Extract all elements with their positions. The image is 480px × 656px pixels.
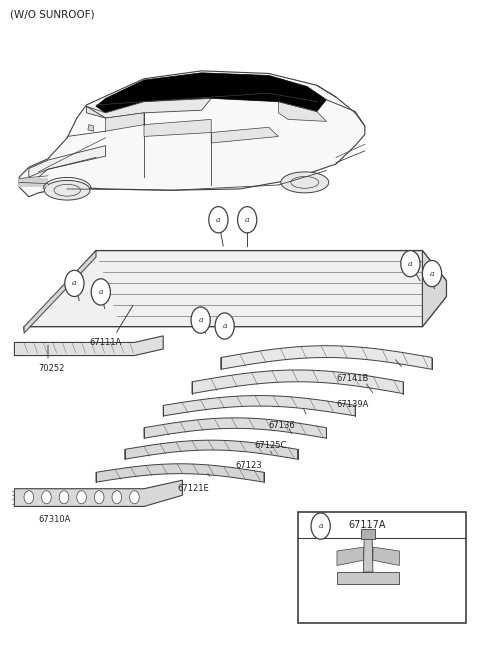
Polygon shape	[88, 125, 94, 131]
Text: 67125C: 67125C	[254, 441, 287, 450]
Polygon shape	[106, 113, 144, 131]
Polygon shape	[337, 547, 363, 565]
Circle shape	[422, 260, 442, 287]
Polygon shape	[144, 418, 326, 438]
Circle shape	[215, 313, 234, 339]
Text: a: a	[198, 316, 203, 324]
Polygon shape	[363, 534, 373, 572]
Text: a: a	[245, 216, 250, 224]
Text: 70252: 70252	[38, 364, 65, 373]
Text: a: a	[430, 270, 434, 277]
Polygon shape	[14, 336, 163, 356]
Polygon shape	[373, 547, 399, 565]
Text: a: a	[216, 216, 221, 224]
Ellipse shape	[45, 180, 90, 200]
Text: 67310A: 67310A	[38, 515, 71, 524]
Text: a: a	[72, 279, 77, 287]
Text: 67111A: 67111A	[89, 338, 122, 347]
Circle shape	[95, 491, 104, 504]
Polygon shape	[211, 127, 278, 143]
Text: 67141B: 67141B	[336, 374, 368, 383]
Polygon shape	[163, 396, 355, 416]
Polygon shape	[24, 251, 446, 330]
Circle shape	[77, 491, 86, 504]
Text: 67136: 67136	[269, 421, 296, 430]
Text: (W/O SUNROOF): (W/O SUNROOF)	[10, 10, 94, 20]
Circle shape	[238, 207, 257, 233]
Circle shape	[209, 207, 228, 233]
Polygon shape	[125, 440, 298, 459]
Polygon shape	[96, 464, 264, 482]
Text: 67121E: 67121E	[178, 484, 209, 493]
Text: a: a	[222, 322, 227, 330]
Text: a: a	[98, 288, 103, 296]
Circle shape	[65, 270, 84, 297]
Polygon shape	[29, 146, 106, 177]
Polygon shape	[144, 119, 211, 136]
Polygon shape	[278, 102, 326, 121]
Polygon shape	[422, 251, 446, 327]
Polygon shape	[192, 370, 403, 394]
Polygon shape	[24, 251, 96, 333]
Circle shape	[42, 491, 51, 504]
Circle shape	[401, 251, 420, 277]
Circle shape	[59, 491, 69, 504]
Circle shape	[24, 491, 34, 504]
Polygon shape	[14, 480, 182, 506]
Circle shape	[91, 279, 110, 305]
Polygon shape	[361, 529, 375, 539]
Circle shape	[130, 491, 139, 504]
Text: a: a	[318, 522, 323, 530]
Text: a: a	[408, 260, 413, 268]
Circle shape	[112, 491, 121, 504]
Polygon shape	[86, 98, 211, 118]
Polygon shape	[19, 178, 48, 187]
Circle shape	[311, 513, 330, 539]
Polygon shape	[19, 71, 365, 197]
Ellipse shape	[281, 172, 329, 193]
Circle shape	[191, 307, 210, 333]
Text: 67117A: 67117A	[348, 520, 385, 529]
Polygon shape	[337, 572, 399, 584]
Bar	[298, 512, 466, 623]
Text: 67123: 67123	[235, 461, 262, 470]
Text: 67139A: 67139A	[336, 400, 368, 409]
Polygon shape	[96, 73, 326, 113]
Polygon shape	[221, 346, 432, 369]
